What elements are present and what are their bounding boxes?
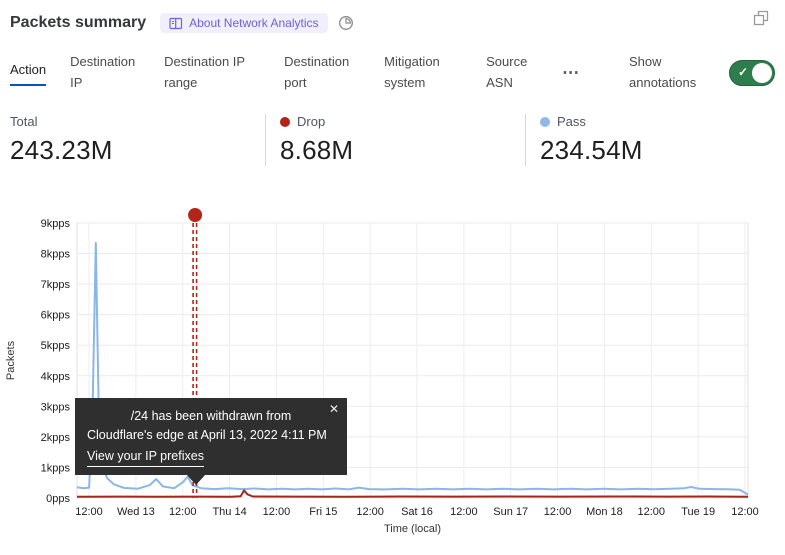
tooltip-line2: Cloudflare's edge at April 13, 2022 4:11… xyxy=(87,428,327,443)
popout-icon xyxy=(753,10,769,26)
tab-destination-ip-range[interactable]: Destination IP range xyxy=(164,54,245,90)
svg-text:5kpps: 5kpps xyxy=(41,340,71,352)
svg-text:0pps: 0pps xyxy=(46,493,70,505)
svg-text:Sun 17: Sun 17 xyxy=(493,506,528,518)
time-range-button[interactable] xyxy=(338,15,354,31)
svg-text:Sat 16: Sat 16 xyxy=(401,506,433,518)
annotation-dot[interactable] xyxy=(188,208,203,222)
svg-text:Fri 15: Fri 15 xyxy=(309,506,337,518)
svg-text:12:00: 12:00 xyxy=(450,506,478,518)
annotations-toggle[interactable]: ✓ xyxy=(729,60,775,86)
view-ip-prefixes-link[interactable]: View your IP prefixes xyxy=(87,447,204,468)
more-tabs-icon[interactable]: ⋯ xyxy=(562,63,581,82)
header: Packets summary About Network Analytics xyxy=(0,0,785,36)
packets-chart: 9kpps 8kpps 7kpps 6kpps 5kpps 4kpps 3kpps 2kpps… xyxy=(0,190,785,547)
stat-pass-value: 234.54M xyxy=(540,135,643,165)
stat-total-value: 243.23M xyxy=(10,135,113,165)
svg-text:2kpps: 2kpps xyxy=(41,432,71,444)
clock-icon xyxy=(338,16,353,30)
drop-legend-dot xyxy=(280,116,290,127)
annotation-tooltip: ✕ /24 has been withdrawn from Cloudflare… xyxy=(75,398,347,486)
popout-button[interactable] xyxy=(753,10,769,31)
svg-text:12:00: 12:00 xyxy=(263,506,291,518)
stat-total-label: Total xyxy=(10,114,38,129)
svg-text:Wed 13: Wed 13 xyxy=(117,506,155,518)
summary-stats: Total 243.23M Drop 8.68M Pass 234.54M xyxy=(0,114,785,166)
book-icon xyxy=(169,17,183,29)
svg-text:Packets: Packets xyxy=(5,340,17,380)
about-network-analytics-badge[interactable]: About Network Analytics xyxy=(160,13,328,33)
svg-text:8kpps: 8kpps xyxy=(41,249,71,261)
svg-text:12:00: 12:00 xyxy=(638,506,666,518)
stat-drop-value: 8.68M xyxy=(280,135,354,165)
svg-text:6kpps: 6kpps xyxy=(41,310,71,322)
svg-text:12:00: 12:00 xyxy=(356,506,384,518)
svg-text:12:00: 12:00 xyxy=(731,506,759,518)
svg-text:9kpps: 9kpps xyxy=(41,218,71,230)
show-annotations-label: Show annotations xyxy=(629,54,697,90)
badge-label: About Network Analytics xyxy=(189,16,319,30)
stat-pass: Pass 234.54M xyxy=(525,114,653,166)
tab-destination-ip[interactable]: Destination IP xyxy=(70,54,136,90)
svg-text:Tue 19: Tue 19 xyxy=(681,506,715,518)
check-icon: ✓ xyxy=(738,65,749,79)
dimension-tabs: Action Destination IP Destination IP ran… xyxy=(0,50,785,96)
line-chart-svg: 9kpps 8kpps 7kpps 6kpps 5kpps 4kpps 3kpps 2kpps… xyxy=(5,208,759,535)
stat-total: Total 243.23M xyxy=(10,114,265,166)
page-title: Packets summary xyxy=(10,14,147,31)
stat-drop: Drop 8.68M xyxy=(265,114,525,166)
tooltip-line1: /24 has been withdrawn from xyxy=(130,409,292,423)
svg-text:12:00: 12:00 xyxy=(75,506,103,518)
tooltip-arrow xyxy=(187,475,205,486)
stat-pass-label: Pass xyxy=(557,114,586,129)
svg-text:1kpps: 1kpps xyxy=(41,462,71,474)
stat-drop-label: Drop xyxy=(297,114,326,129)
svg-text:Mon 18: Mon 18 xyxy=(586,506,623,518)
svg-text:Thu 14: Thu 14 xyxy=(212,506,246,518)
svg-text:12:00: 12:00 xyxy=(544,506,572,518)
tab-destination-port[interactable]: Destination port xyxy=(284,54,350,90)
tab-action[interactable]: Action xyxy=(10,60,47,86)
pass-legend-dot xyxy=(540,116,550,127)
tab-mitigation-system[interactable]: Mitigation system xyxy=(384,54,440,90)
toggle-knob xyxy=(752,63,772,83)
show-annotations-control: Show annotations ✓ xyxy=(629,52,775,94)
svg-text:12:00: 12:00 xyxy=(169,506,197,518)
svg-text:Time (local): Time (local) xyxy=(384,523,441,535)
svg-text:3kpps: 3kpps xyxy=(41,401,71,413)
svg-text:4kpps: 4kpps xyxy=(41,371,71,383)
tab-source-asn[interactable]: Source ASN xyxy=(486,54,528,90)
svg-text:7kpps: 7kpps xyxy=(41,279,71,291)
close-icon[interactable]: ✕ xyxy=(328,402,339,416)
